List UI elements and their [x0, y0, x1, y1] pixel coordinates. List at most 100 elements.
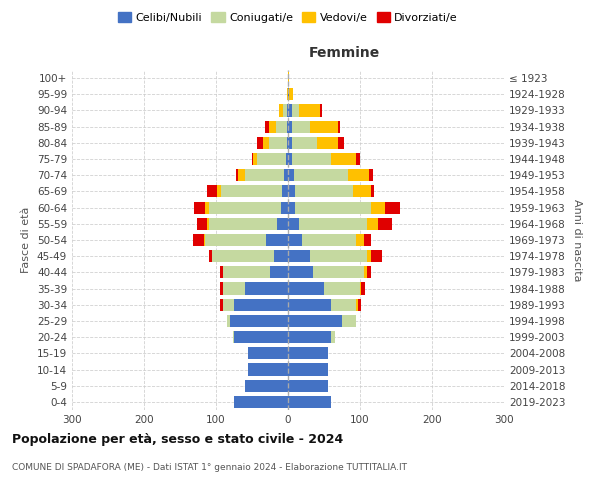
Bar — [194, 202, 205, 213]
Bar — [287, 104, 288, 117]
Bar — [288, 186, 295, 198]
Bar — [287, 137, 288, 149]
Bar — [313, 266, 364, 278]
Y-axis label: Anni di nascita: Anni di nascita — [572, 198, 582, 281]
Bar — [292, 120, 310, 132]
Bar — [288, 250, 310, 262]
Bar — [287, 120, 288, 132]
Bar — [266, 234, 288, 246]
Bar — [252, 153, 253, 165]
Bar — [331, 298, 356, 311]
Bar — [270, 266, 288, 278]
Bar — [248, 348, 288, 360]
Bar — [310, 250, 367, 262]
Bar — [288, 348, 328, 360]
Bar — [288, 169, 294, 181]
Bar — [310, 120, 338, 132]
Y-axis label: Fasce di età: Fasce di età — [22, 207, 31, 273]
Bar — [206, 186, 217, 198]
Bar — [280, 104, 283, 117]
Bar — [209, 202, 281, 213]
Bar — [338, 120, 340, 132]
Bar — [223, 266, 270, 278]
Bar — [288, 218, 299, 230]
Bar — [288, 396, 331, 408]
Bar — [331, 331, 335, 343]
Bar — [295, 202, 371, 213]
Bar — [324, 282, 360, 294]
Bar — [223, 282, 245, 294]
Bar — [253, 153, 257, 165]
Bar — [338, 137, 344, 149]
Bar — [331, 153, 356, 165]
Bar — [245, 380, 288, 392]
Bar — [360, 282, 361, 294]
Bar — [217, 186, 221, 198]
Bar — [288, 234, 302, 246]
Bar — [288, 315, 342, 327]
Bar — [193, 234, 204, 246]
Bar — [274, 250, 288, 262]
Bar — [284, 169, 288, 181]
Bar — [288, 88, 289, 101]
Bar — [205, 234, 266, 246]
Bar — [348, 169, 370, 181]
Bar — [288, 202, 295, 213]
Bar — [281, 202, 288, 213]
Bar — [197, 218, 208, 230]
Bar — [209, 250, 212, 262]
Bar — [220, 282, 223, 294]
Bar — [295, 186, 353, 198]
Legend: Celibi/Nubili, Coniugati/e, Vedovi/e, Divorziati/e: Celibi/Nubili, Coniugati/e, Vedovi/e, Di… — [113, 8, 463, 28]
Bar — [320, 104, 322, 117]
Bar — [220, 266, 223, 278]
Bar — [288, 72, 289, 84]
Bar — [286, 153, 288, 165]
Bar — [238, 169, 245, 181]
Bar — [356, 234, 364, 246]
Bar — [364, 234, 371, 246]
Bar — [248, 364, 288, 376]
Bar — [227, 315, 230, 327]
Bar — [288, 364, 328, 376]
Bar — [292, 137, 317, 149]
Bar — [245, 282, 288, 294]
Bar — [317, 137, 338, 149]
Bar — [342, 315, 356, 327]
Bar — [288, 331, 331, 343]
Bar — [276, 120, 287, 132]
Bar — [299, 104, 320, 117]
Bar — [288, 120, 292, 132]
Bar — [245, 169, 284, 181]
Bar — [263, 137, 269, 149]
Bar — [221, 186, 282, 198]
Bar — [288, 298, 331, 311]
Bar — [385, 202, 400, 213]
Bar — [288, 380, 328, 392]
Bar — [230, 315, 288, 327]
Bar — [358, 298, 361, 311]
Bar — [378, 218, 392, 230]
Bar — [282, 186, 288, 198]
Bar — [208, 218, 209, 230]
Bar — [367, 266, 371, 278]
Bar — [356, 298, 358, 311]
Bar — [257, 153, 286, 165]
Bar — [204, 234, 205, 246]
Bar — [361, 282, 365, 294]
Bar — [288, 266, 313, 278]
Bar — [288, 153, 292, 165]
Bar — [288, 104, 292, 117]
Bar — [370, 169, 373, 181]
Bar — [302, 234, 356, 246]
Bar — [292, 153, 331, 165]
Bar — [257, 137, 263, 149]
Bar — [371, 202, 385, 213]
Bar — [205, 202, 209, 213]
Bar — [233, 331, 234, 343]
Bar — [283, 104, 287, 117]
Bar — [367, 250, 371, 262]
Bar — [288, 137, 292, 149]
Bar — [236, 169, 238, 181]
Bar — [265, 120, 269, 132]
